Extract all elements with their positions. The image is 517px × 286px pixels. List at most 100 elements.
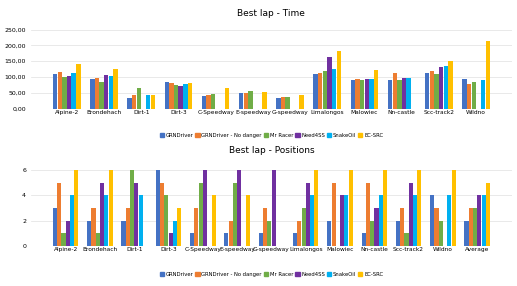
Bar [211, 195, 216, 246]
Bar [66, 221, 70, 246]
Bar [331, 183, 336, 246]
Bar [448, 61, 453, 109]
Bar [62, 77, 67, 109]
Bar [369, 79, 374, 109]
Bar [87, 221, 91, 246]
Bar [156, 170, 160, 246]
Bar [173, 221, 177, 246]
Bar [383, 170, 387, 246]
Bar [244, 93, 248, 109]
Bar [113, 69, 118, 109]
Bar [340, 195, 344, 246]
Bar [482, 195, 485, 246]
Bar [188, 83, 192, 109]
Bar [306, 183, 310, 246]
Bar [486, 183, 490, 246]
Bar [313, 74, 318, 109]
Bar [430, 71, 434, 109]
Bar [164, 195, 169, 246]
Bar [314, 170, 318, 246]
Bar [70, 195, 74, 246]
Bar [397, 80, 402, 109]
Bar [434, 74, 439, 109]
Bar [413, 195, 417, 246]
Bar [146, 95, 150, 109]
Bar [276, 98, 281, 109]
Bar [439, 221, 443, 246]
Bar [71, 73, 76, 109]
Bar [348, 170, 353, 246]
Bar [396, 221, 400, 246]
Bar [206, 95, 211, 109]
Bar [402, 78, 406, 109]
Bar [169, 83, 174, 109]
Bar [67, 76, 71, 109]
Bar [121, 221, 126, 246]
Legend: GRNDriver, GRNDriver - No danger, Mr Racer, Need4SS, SnakeOil, EC-SRC: GRNDriver, GRNDriver - No danger, Mr Rac… [158, 270, 385, 279]
Bar [374, 208, 378, 246]
Bar [472, 82, 476, 109]
Bar [485, 41, 490, 109]
Bar [379, 195, 383, 246]
Bar [388, 80, 392, 109]
Bar [258, 233, 263, 246]
Bar [160, 183, 164, 246]
Bar [202, 96, 206, 109]
Bar [109, 170, 113, 246]
Bar [444, 66, 448, 109]
Bar [225, 88, 230, 109]
Bar [473, 208, 477, 246]
Bar [469, 208, 473, 246]
Bar [92, 208, 96, 246]
Bar [134, 183, 139, 246]
Bar [404, 233, 408, 246]
Bar [477, 195, 481, 246]
Bar [239, 93, 244, 109]
Bar [57, 72, 62, 109]
Bar [57, 183, 61, 246]
Legend: GRNDriver, GRNDriver - No danger, Mr Racer, Need4SS, SnakeOil, EC-SRC: GRNDriver, GRNDriver - No danger, Mr Rac… [158, 131, 385, 140]
Bar [293, 233, 297, 246]
Bar [400, 208, 404, 246]
Bar [337, 51, 341, 109]
Bar [177, 208, 181, 246]
Bar [199, 183, 203, 246]
Bar [364, 79, 369, 109]
Bar [310, 195, 314, 246]
Bar [233, 183, 237, 246]
Bar [194, 208, 199, 246]
Bar [374, 70, 378, 109]
Bar [462, 79, 467, 109]
Bar [481, 80, 485, 109]
Bar [183, 84, 188, 109]
Bar [248, 91, 253, 109]
Bar [425, 73, 430, 109]
Bar [178, 86, 183, 109]
Bar [281, 97, 285, 109]
Bar [99, 82, 104, 109]
Bar [139, 195, 143, 246]
Bar [190, 233, 194, 246]
Bar [211, 94, 216, 109]
Title: Best lap - Positions: Best lap - Positions [229, 146, 314, 155]
Bar [96, 233, 100, 246]
Bar [355, 79, 360, 109]
Bar [263, 208, 267, 246]
Bar [366, 183, 370, 246]
Bar [452, 170, 455, 246]
Bar [203, 170, 207, 246]
Bar [370, 221, 374, 246]
Bar [344, 195, 348, 246]
Bar [409, 183, 413, 246]
Bar [224, 233, 229, 246]
Bar [127, 98, 132, 109]
Bar [285, 97, 290, 109]
Bar [104, 75, 109, 109]
Bar [136, 88, 141, 109]
Bar [297, 221, 301, 246]
Bar [74, 170, 79, 246]
Bar [76, 64, 81, 109]
Bar [267, 221, 271, 246]
Bar [237, 170, 241, 246]
Bar [392, 73, 397, 109]
